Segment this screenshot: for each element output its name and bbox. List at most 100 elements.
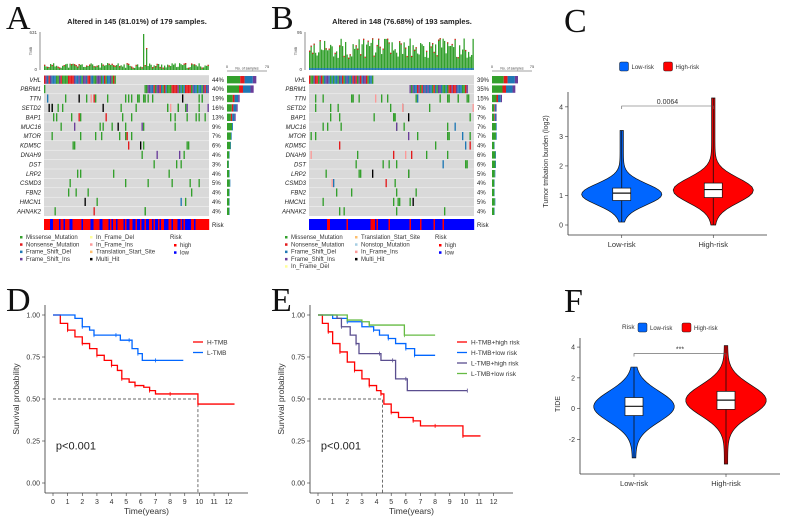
tmb-bar (450, 46, 452, 70)
tmb-bar (192, 64, 194, 70)
risk-annotation-cell (110, 219, 112, 230)
mutation-cell (144, 85, 146, 94)
tmb-bar (375, 52, 377, 70)
tmb-bar-segment (162, 67, 164, 69)
legend-label: In_Frame_Del (96, 235, 134, 241)
risk-annotation-cell (454, 219, 457, 230)
risk-annotation-cell (309, 219, 311, 230)
x-tick-label: 8 (168, 499, 172, 506)
tmb-bar-segment (152, 67, 154, 69)
mutation-cell (69, 179, 71, 188)
legend-risk-swatch (174, 244, 177, 247)
tmb-bar (414, 49, 416, 70)
significance-bracket (621, 105, 714, 109)
tmb-bar (430, 46, 432, 70)
mutation-cell (195, 113, 197, 122)
tmb-bar (325, 48, 327, 70)
risk-annotation-cell (87, 219, 90, 230)
tmb-bar-segment (400, 68, 402, 70)
mutation-cell (90, 75, 92, 84)
sample-count-bar-segment (231, 104, 234, 112)
survival-curve (53, 314, 184, 362)
risk-annotation-cell (393, 219, 395, 230)
legend-label: Missense_Mutation (26, 235, 78, 241)
mutation-cell (201, 85, 203, 94)
mutation-cell (167, 85, 169, 94)
tmb-bar (322, 50, 324, 70)
legend-swatch (355, 257, 358, 261)
mutation-cell (411, 85, 413, 94)
risk-annotation-cell (56, 219, 58, 230)
tmb-bar-segment (313, 68, 315, 70)
mutation-cell (93, 94, 95, 103)
risk-annotation-cell (84, 219, 87, 230)
gene-label: AHNAK2 (281, 209, 307, 215)
tmb-bar (363, 38, 365, 70)
sample-count-bar-segment (495, 132, 497, 140)
tmb-bar-segment (146, 48, 148, 50)
risk-annotation-cell (364, 219, 367, 230)
sample-count-bar-segment (494, 104, 497, 112)
tmb-bar (83, 66, 85, 70)
tmb-bar (328, 48, 330, 70)
bar-axis-max: 75 (530, 64, 535, 69)
tmb-bar (117, 63, 119, 70)
gene-percent: 39% (477, 78, 490, 84)
mutation-cell (364, 75, 366, 84)
tmb-bar (98, 65, 100, 70)
tmb-bar (313, 43, 315, 70)
panel-b-oncoplot: B Altered in 148 (76.68%) of 193 samples… (265, 0, 535, 280)
mutation-cell (74, 141, 76, 150)
tmb-bar-segment (421, 68, 423, 70)
risk-annotation-cell (44, 219, 46, 230)
p-value-label: p<0.001 (321, 440, 361, 452)
mutation-cell (168, 85, 170, 94)
mutation-cell (393, 113, 395, 122)
tmb-bar-segment (369, 68, 371, 70)
tmb-bar (355, 45, 357, 70)
risk-annotation-cell (159, 219, 162, 230)
gene-percent: 19% (212, 97, 225, 103)
legend-label: L-TMB (207, 350, 227, 357)
risk-annotation-cell (123, 219, 126, 230)
x-tick-label: High-risk (711, 479, 741, 488)
gene-percent: 44% (212, 78, 225, 84)
tmb-bar-segment (321, 68, 323, 70)
risk-annotation-cell (71, 219, 73, 230)
gene-label: CSMD3 (20, 181, 42, 187)
mutation-cell (101, 75, 103, 84)
tmb-bar-segment (441, 68, 443, 70)
tmb-bar (152, 67, 154, 70)
tmb-bar-segment (442, 68, 444, 70)
mutation-cell (313, 75, 315, 84)
tmb-bar-segment (183, 63, 185, 65)
tmb-bar (80, 64, 82, 70)
sample-count-bar-segment (233, 104, 237, 112)
risk-annotation-cell (186, 219, 189, 230)
mutation-cell (393, 150, 395, 159)
sample-count-bar-segment (494, 170, 496, 178)
tmb-bar-segment (327, 68, 329, 70)
gene-label: SETD2 (22, 106, 42, 112)
risk-annotation-cell (343, 219, 346, 230)
mutation-cell (405, 150, 407, 159)
tmb-bar (185, 63, 187, 70)
mutation-cell (469, 132, 471, 141)
tmb-bar (309, 50, 311, 70)
risk-annotation-cell (174, 219, 177, 230)
tmb-bar (108, 63, 110, 70)
sample-count-bar-segment (492, 76, 504, 84)
sample-count-bar-segment (492, 160, 496, 168)
tmb-bar (200, 66, 202, 70)
tmb-bar (463, 38, 465, 70)
mutation-cell (80, 75, 82, 84)
tmb-axis-max: 631 (29, 30, 37, 35)
risk-annotation-cell (156, 219, 159, 230)
sample-count-bar-segment (492, 179, 495, 187)
risk-annotation-cell (131, 219, 133, 230)
risk-annotation-cell (200, 219, 202, 230)
tmb-bar (457, 57, 459, 70)
risk-annotation-cell (327, 219, 329, 230)
mutation-cell (170, 113, 172, 122)
mutation-cell (147, 179, 149, 188)
